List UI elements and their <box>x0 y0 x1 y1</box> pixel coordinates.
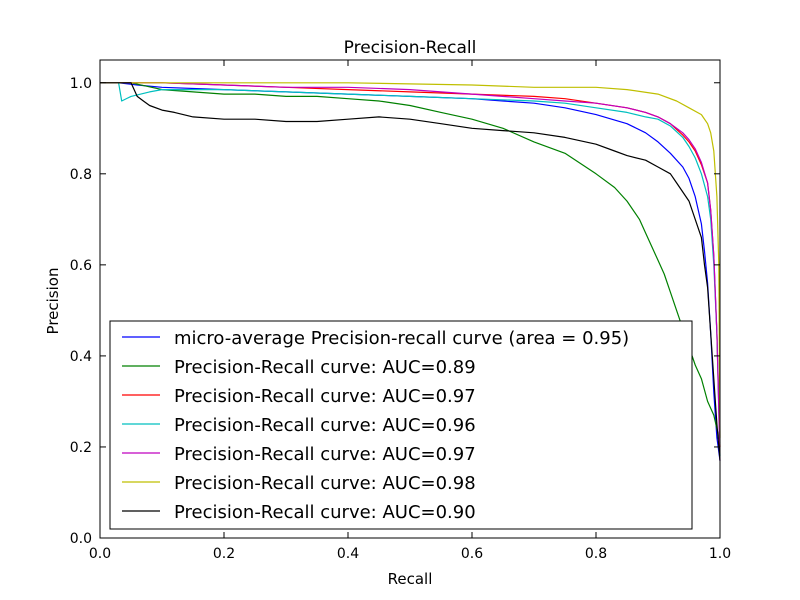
y-tick-label: 0.6 <box>70 258 92 274</box>
y-tick-label: 1.0 <box>70 76 92 92</box>
legend-label-5: Precision-Recall curve: AUC=0.97 <box>174 444 476 465</box>
x-tick-label: 0.2 <box>213 546 235 562</box>
x-tick-label: 0.8 <box>585 546 607 562</box>
x-axis-label: Recall <box>388 570 433 588</box>
x-tick-label: 0.0 <box>89 546 111 562</box>
x-tick-label: 1.0 <box>709 546 731 562</box>
legend-box <box>109 320 693 530</box>
x-tick-label: 0.6 <box>461 546 483 562</box>
y-tick-label: 0.2 <box>70 440 92 456</box>
curves-group <box>100 82 721 461</box>
series-line-4 <box>100 82 721 457</box>
y-tick-label: 0.0 <box>70 531 92 547</box>
y-axis-label: Precision <box>44 268 62 335</box>
series-line-6 <box>100 82 721 438</box>
legend: micro-average Precision-recall curve (ar… <box>109 320 693 530</box>
plot-frame <box>99 59 721 539</box>
legend-label-7: Precision-Recall curve: AUC=0.90 <box>174 502 476 523</box>
x-tick-label: 0.4 <box>337 546 359 562</box>
y-tick-label: 0.8 <box>70 167 92 183</box>
legend-label-4: Precision-Recall curve: AUC=0.96 <box>174 415 476 436</box>
legend-label-6: Precision-Recall curve: AUC=0.98 <box>174 473 476 494</box>
y-tick-label: 0.4 <box>70 349 92 365</box>
legend-label-1: micro-average Precision-recall curve (ar… <box>174 328 629 349</box>
legend-label-2: Precision-Recall curve: AUC=0.89 <box>174 357 476 378</box>
axis-ticks-group: 0.0 0.2 0.4 0.6 0.8 1.0 0.0 0.2 0.4 0.6 0.8 1.0 <box>70 60 731 562</box>
series-line-7 <box>100 82 721 461</box>
legend-label-3: Precision-Recall curve: AUC=0.97 <box>174 386 476 407</box>
chart-title: Precision-Recall <box>344 38 477 58</box>
series-line-5 <box>100 82 721 461</box>
